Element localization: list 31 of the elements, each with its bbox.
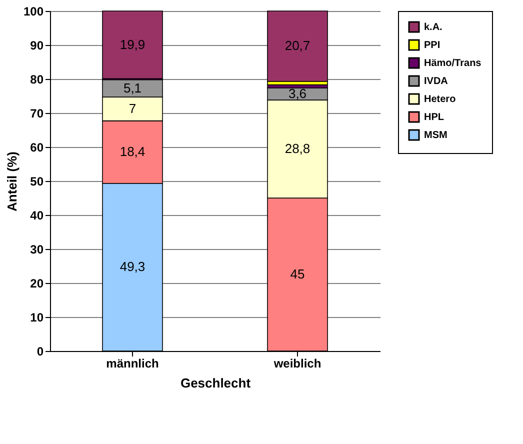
legend-label: HPL	[424, 112, 444, 123]
y-tick-label: 20	[30, 276, 44, 290]
data-label: 7	[128, 100, 136, 116]
y-tick-label: 90	[30, 38, 44, 52]
data-label: 49,3	[120, 259, 146, 274]
legend-label: IVDA	[424, 76, 448, 87]
y-tick-label: 40	[30, 208, 44, 222]
y-tick-label: 50	[30, 174, 44, 188]
y-tick-label: 0	[36, 344, 44, 358]
x-tick-label: männlich	[106, 356, 159, 370]
y-tick-label: 30	[30, 242, 44, 256]
legend-label: MSM	[424, 130, 448, 141]
data-label: 3,6	[288, 86, 307, 101]
y-tick-label: 80	[30, 72, 44, 86]
y-tick-label: 100	[23, 4, 44, 18]
data-label: 45	[290, 266, 305, 282]
data-label: 5,1	[123, 80, 142, 96]
legend-label: k.A.	[424, 22, 443, 33]
x-axis-title: Geschlecht	[180, 376, 252, 390]
legend-label: PPI	[424, 40, 440, 51]
x-tick-label: weiblich	[272, 356, 322, 370]
y-tick-label: 60	[30, 140, 44, 154]
data-label: 20,7	[284, 38, 310, 54]
data-label: 28,8	[284, 141, 310, 156]
legend-label: Hetero	[424, 94, 456, 105]
data-label: 18,4	[120, 144, 146, 160]
legend-label: Hämo/Trans	[424, 58, 482, 69]
y-axis-title: Anteil (%)	[4, 152, 20, 212]
data-label: 19,9	[120, 36, 146, 52]
y-tick-label: 70	[30, 106, 44, 120]
y-tick-label: 10	[30, 310, 44, 324]
